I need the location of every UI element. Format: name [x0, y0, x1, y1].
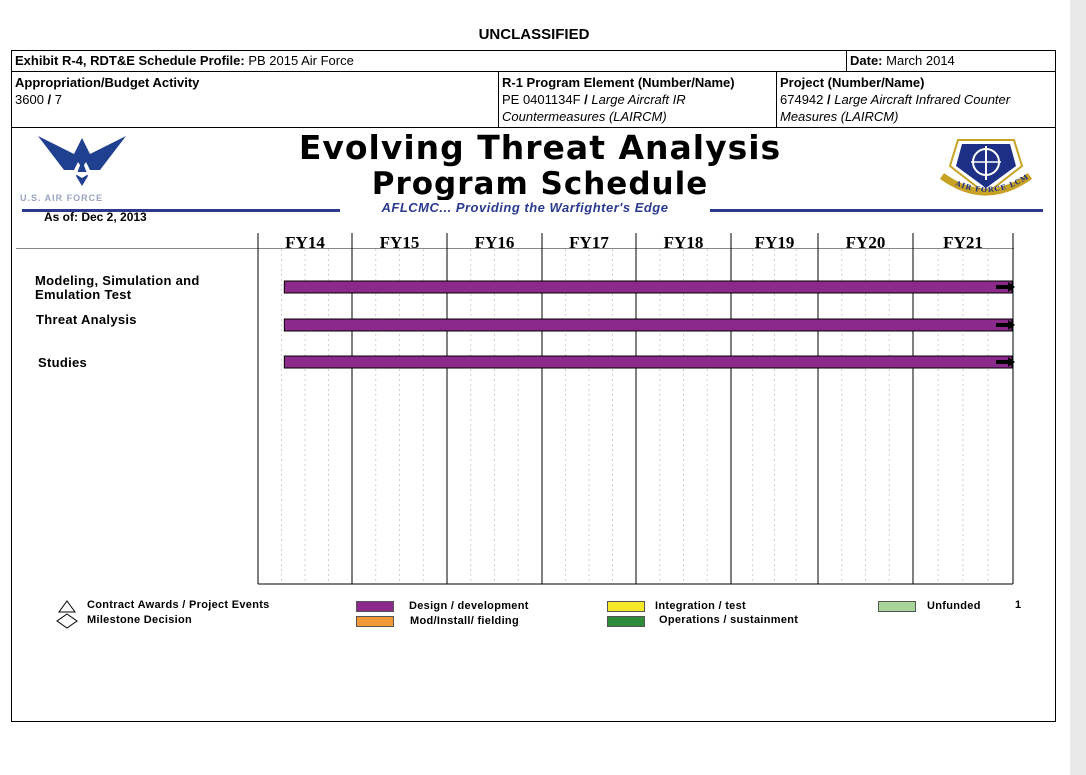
appropriation-number: 3600	[15, 92, 44, 107]
task-label-studies: Studies	[38, 355, 88, 370]
legend-unfunded: Unfunded	[927, 600, 981, 612]
fy-label: FY14	[285, 233, 325, 252]
tagline: AFLCMC... Providing the Warfighter's Edg…	[340, 200, 710, 215]
legend-contract-awards: Contract Awards / Project Events	[87, 599, 270, 611]
slide-title-line1: Evolving Threat Analysis	[298, 128, 782, 167]
schedule-grid	[257, 233, 1015, 585]
aflcmc-seal-icon	[939, 139, 1033, 196]
program-element-cell: R-1 Program Element (Number/Name) PE 040…	[502, 74, 735, 125]
fy-label: FY15	[379, 233, 420, 252]
slide-title-line2: Program Schedule	[371, 166, 709, 202]
schedule-bar	[283, 318, 1013, 332]
legend-swatch-design	[356, 601, 394, 612]
exhibit-title: Exhibit R-4, RDT&E Schedule Profile: PB …	[15, 52, 354, 69]
project-name-cont: Measures (LAIRCM)	[780, 109, 899, 124]
schedule-bar	[283, 280, 1013, 294]
legend-swatch-mod-install	[356, 616, 394, 627]
project-name: Large Aircraft Infrared Counter	[834, 92, 1011, 107]
header-divider	[11, 71, 1056, 72]
appropriation-separator: /	[47, 92, 52, 107]
project-label: Project (Number/Name)	[780, 75, 925, 90]
legend-mod-install: Mod/Install/ fielding	[410, 615, 519, 627]
legend-design: Design / development	[409, 600, 529, 612]
budget-activity: 7	[54, 92, 63, 107]
fy-label: FY19	[754, 233, 795, 252]
project-separator: /	[827, 92, 831, 107]
fy-header-rule	[16, 248, 1014, 249]
appropriation-cell: Appropriation/Budget Activity 3600 / 7	[15, 74, 199, 108]
fy-label: FY17	[569, 233, 609, 252]
date-label: Date:	[850, 53, 883, 68]
slide-frame-right	[1055, 127, 1056, 722]
appropriation-label: Appropriation/Budget Activity	[15, 75, 200, 90]
classification-banner: UNCLASSIFIED	[478, 26, 590, 43]
triangle-icon	[58, 600, 76, 613]
task-label-modeling: Modeling, Simulation and Emulation Test	[35, 273, 200, 302]
legend-swatch-operations	[607, 616, 645, 627]
pe-label: R-1 Program Element (Number/Name)	[502, 75, 735, 90]
continuation-arrow-icon	[996, 320, 1015, 330]
continuation-arrow-icon	[996, 282, 1015, 292]
header-divider	[846, 50, 847, 71]
slide-frame-bottom	[11, 721, 1056, 722]
as-of-date: As of: Dec 2, 2013	[44, 210, 147, 224]
fy-label: FY18	[663, 233, 704, 252]
header-divider	[776, 71, 777, 127]
date-value: March 2014	[886, 53, 955, 68]
exhibit-date: Date: March 2014	[850, 52, 955, 69]
continuation-arrow-icon	[996, 357, 1015, 367]
legend-milestone: Milestone Decision	[87, 614, 193, 626]
fy-label: FY21	[943, 233, 983, 252]
pe-number: PE 0401134F	[502, 92, 581, 107]
legend-swatch-unfunded	[878, 601, 916, 612]
project-number: 674942	[780, 92, 824, 107]
usaf-logo-text: U.S. AIR FORCE	[20, 193, 104, 203]
exhibit-header-box	[11, 50, 1056, 128]
schedule-bar	[283, 355, 1013, 369]
pe-name: Large Aircraft IR	[591, 92, 686, 107]
slide-page-number: 1	[1015, 599, 1022, 611]
header-divider	[498, 71, 499, 127]
exhibit-value: PB 2015 Air Force	[248, 53, 354, 68]
seal-ribbon: AIR FORCE LCMC	[938, 136, 1030, 194]
slide-frame-left	[11, 127, 12, 722]
pe-separator: /	[584, 92, 588, 107]
exhibit-label: Exhibit R-4, RDT&E Schedule Profile:	[15, 53, 245, 68]
project-cell: Project (Number/Name) 674942 / Large Air…	[780, 74, 1010, 125]
fy-label: FY16	[474, 233, 515, 252]
task-label-threat-analysis: Threat Analysis	[36, 312, 137, 327]
usaf-logo-icon	[38, 136, 126, 186]
fy-label: FY20	[845, 233, 886, 252]
legend-integration: Integration / test	[655, 600, 746, 612]
pe-name-cont: Countermeasures (LAIRCM)	[502, 109, 667, 124]
diamond-icon	[56, 613, 78, 629]
legend-operations: Operations / sustainment	[659, 614, 799, 626]
legend-swatch-integration	[607, 601, 645, 612]
page-edge	[1070, 0, 1086, 775]
